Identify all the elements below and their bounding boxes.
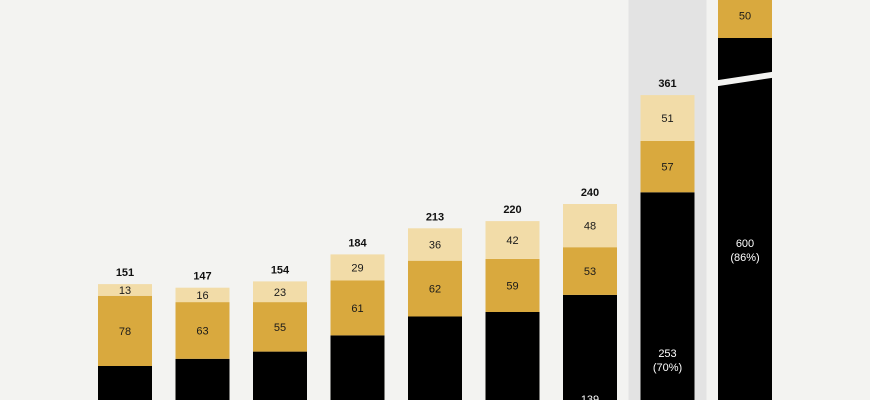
segment-value-label: 59 [506, 280, 518, 292]
segment-value-label: 48 [584, 221, 596, 233]
segment-value-label: 42 [506, 235, 518, 247]
segment-value-label: 36 [429, 240, 441, 252]
bar-total-label: 184 [348, 237, 367, 249]
bar-segment [485, 258, 540, 312]
bar-segment [175, 287, 230, 303]
bar-segment [485, 221, 540, 259]
bar-segment [408, 260, 462, 317]
bar-total-label: 220 [503, 204, 521, 216]
bar-segment [330, 335, 385, 400]
segment-value-label: 29 [351, 262, 363, 274]
segment-value-label: 23 [274, 287, 286, 299]
bar-total-label: 361 [658, 78, 676, 90]
bar-segment [408, 316, 462, 400]
bar-segment [485, 312, 540, 400]
bar-segment [563, 294, 617, 400]
bar-segment [640, 95, 695, 141]
bar-segment [640, 192, 695, 400]
bar-segment [563, 247, 617, 295]
bar-total-label: 147 [193, 271, 211, 283]
segment-value-label: 63 [196, 325, 208, 337]
segment-value-label: 51 [661, 113, 673, 125]
segment-value-label: 253 [658, 348, 676, 360]
bar-segment [253, 302, 307, 352]
bar-total-label: 154 [271, 264, 290, 276]
bar-segment [98, 366, 152, 400]
axis-break-marker [712, 71, 778, 87]
bar-segment [175, 358, 230, 400]
segment-value-label: 13 [119, 285, 131, 297]
bar-segment [718, 0, 772, 38]
bar-segment [253, 281, 307, 303]
segment-value-label: 61 [351, 303, 363, 315]
bar-segment [408, 228, 462, 261]
segment-value-label: 53 [584, 266, 596, 278]
segment-value-label: 62 [429, 284, 441, 296]
segment-value-label: 139 [581, 394, 599, 400]
bar-segment [563, 204, 617, 248]
segment-value-label: 55 [274, 322, 286, 334]
segment-value-label: (70%) [653, 362, 682, 374]
bar-segment [175, 302, 230, 359]
bar-segment [330, 254, 385, 281]
segment-value-label: 57 [661, 162, 673, 174]
bar-segment [98, 295, 152, 366]
bar-segment [330, 280, 385, 336]
segment-value-label: 50 [739, 11, 751, 23]
segment-value-label: 16 [196, 290, 208, 302]
bar-segment [640, 141, 695, 193]
segment-value-label: (86%) [730, 252, 759, 264]
bar-segment [718, 38, 772, 400]
bar-total-label: 151 [116, 267, 134, 279]
bar-segment [253, 351, 307, 400]
bar-segment [98, 284, 152, 296]
bar-total-label: 240 [581, 187, 599, 199]
segment-value-label: 78 [119, 326, 131, 338]
bar-total-label: 213 [426, 211, 444, 223]
segment-value-label: 600 [736, 238, 754, 250]
